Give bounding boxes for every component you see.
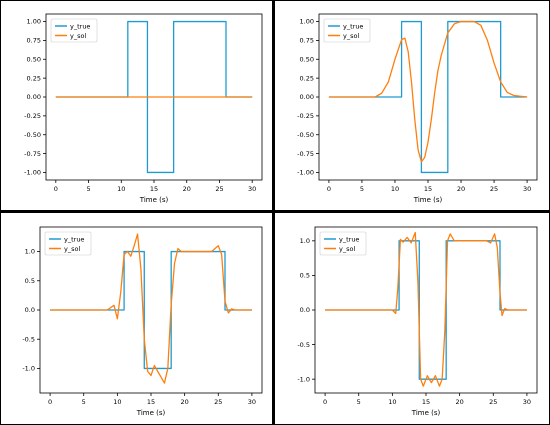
y-tick-label: 0.50	[300, 55, 314, 63]
y-tick-label: -0.75	[24, 150, 41, 158]
x-tick-label: 0	[323, 398, 327, 406]
y-tick-label: -0.50	[24, 131, 41, 139]
y-tick-label: 0.0	[300, 306, 310, 314]
x-tick-label: 15	[424, 185, 432, 193]
series-line-y-true	[50, 250, 252, 370]
y-tick-label: 0.00	[27, 93, 41, 101]
y-tick-label: 1.00	[300, 18, 314, 26]
x-tick-label: 20	[455, 398, 463, 406]
y-tick-label: 0.25	[27, 74, 41, 82]
legend-label: y_true	[64, 235, 84, 243]
x-tick-label: 20	[180, 398, 188, 406]
y-tick-label: -1.00	[297, 169, 314, 177]
x-tick-label: 25	[214, 398, 222, 406]
x-axis-label: Time (s)	[136, 409, 166, 417]
chart-top-right: 0 5 10 15 20 25 30 1.00 0.75 0.50 0.25 0.00 -0.25 -0.…	[297, 13, 538, 204]
x-tick-label: 0	[48, 398, 52, 406]
x-tick-label: 5	[82, 398, 86, 406]
x-axis-label: Time (s)	[411, 409, 441, 417]
y-tick-label: -0.5	[297, 341, 310, 349]
x-tick-label: 10	[391, 185, 399, 193]
y-tick-label: -0.50	[297, 131, 314, 139]
y-tick-label: 0.00	[300, 93, 314, 101]
legend-label: y_true	[343, 22, 363, 30]
x-tick-label: 30	[248, 185, 256, 193]
x-tick-label: 30	[248, 398, 256, 406]
x-tick-label: 20	[183, 185, 191, 193]
x-tick-label: 15	[150, 185, 158, 193]
series-line-y-sol	[50, 233, 252, 384]
x-tick-label: 30	[523, 185, 531, 193]
x-tick-label: 25	[490, 185, 498, 193]
x-tick-label: 15	[422, 398, 430, 406]
x-tick-label: 15	[147, 398, 155, 406]
y-tick-label: 1.00	[27, 18, 41, 26]
x-tick-label: 25	[489, 398, 497, 406]
x-tick-label: 0	[327, 185, 331, 193]
y-tick-label: 1.0	[25, 248, 35, 256]
y-tick-label: 0.50	[27, 55, 41, 63]
x-tick-label: 10	[117, 185, 125, 193]
y-tick-label: -1.0	[22, 365, 35, 373]
y-tick-label: 0.5	[300, 272, 310, 280]
x-axis-label: Time (s)	[413, 196, 443, 204]
legend-label: y_true	[70, 22, 90, 30]
x-tick-label: 10	[113, 398, 121, 406]
y-tick-label: 0.75	[27, 37, 41, 45]
y-tick-label: 0.25	[300, 74, 314, 82]
legend-label: y_true	[339, 235, 359, 243]
x-tick-label: 20	[457, 185, 465, 193]
x-axis-label: Time (s)	[139, 196, 169, 204]
y-tick-label: 0.75	[300, 37, 314, 45]
y-tick-label: -0.5	[22, 335, 35, 343]
y-tick-label: -0.75	[297, 150, 314, 158]
y-tick-label: 1.0	[300, 237, 310, 245]
legend-label: y_sol	[70, 32, 86, 40]
legend-label: y_sol	[64, 245, 80, 253]
legend-label: y_sol	[339, 245, 355, 253]
x-tick-label: 0	[54, 185, 58, 193]
x-tick-label: 30	[523, 398, 531, 406]
y-tick-label: 0.5	[25, 277, 35, 285]
x-tick-label: 10	[388, 398, 396, 406]
series-line-y-sol	[328, 20, 528, 163]
series-line-y-true	[55, 20, 253, 174]
chart-top-left: 0 5 10 15 20 25 30 1.00 0.75 0.50 0.25 0.00 -0.25 -0.…	[24, 13, 263, 204]
y-tick-label: -0.25	[24, 112, 41, 120]
x-tick-label: 5	[86, 185, 90, 193]
panel-divider-horizontal	[0, 210, 550, 213]
y-tick-label: 0.0	[25, 306, 35, 314]
panel-divider-vertical	[272, 0, 275, 425]
y-tick-label: -1.0	[297, 375, 310, 383]
chart-bottom-left: 0 5 10 15 20 25 30 1.0 0.5 0.0 -0.5 -1.0 Time (s) y_t…	[22, 226, 263, 417]
x-tick-label: 5	[357, 398, 361, 406]
x-tick-label: 25	[215, 185, 223, 193]
series-line-y-true	[328, 20, 528, 174]
x-tick-label: 5	[360, 185, 364, 193]
y-tick-label: -1.00	[24, 169, 41, 177]
chart-bottom-right: 0 5 10 15 20 25 30 1.0 0.5 0.0 -0.5 -1.0 Time (s) y_t…	[297, 226, 538, 417]
legend-label: y_sol	[343, 32, 359, 40]
y-tick-label: -0.25	[297, 112, 314, 120]
series-line-y-sol	[325, 231, 527, 387]
